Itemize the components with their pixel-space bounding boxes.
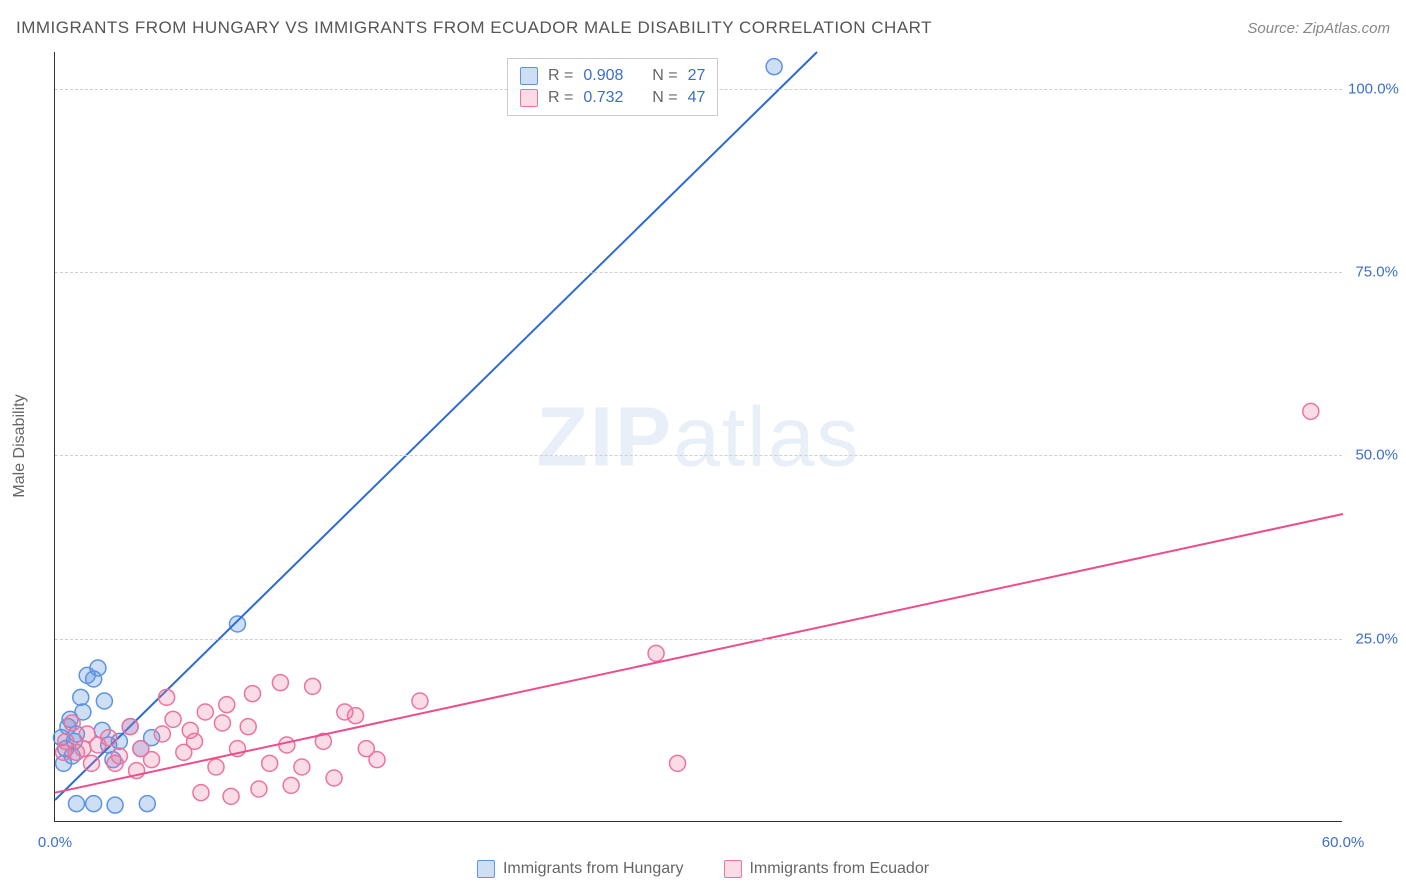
scatter-point — [73, 689, 89, 705]
y-axis-label: Male Disability — [11, 394, 29, 497]
y-tick-label: 25.0% — [1348, 630, 1398, 647]
scatter-point — [68, 796, 84, 812]
scatter-point — [229, 616, 245, 632]
scatter-point — [122, 719, 138, 735]
legend-swatch — [520, 89, 538, 107]
legend-series-label: Immigrants from Ecuador — [749, 860, 929, 878]
scatter-point — [214, 715, 230, 731]
scatter-point — [670, 755, 686, 771]
legend-series-label: Immigrants from Hungary — [503, 860, 684, 878]
legend-swatch — [477, 860, 495, 878]
correlation-legend: R = 0.908 N = 27R = 0.732 N = 47 — [507, 58, 718, 116]
scatter-point — [262, 755, 278, 771]
scatter-point — [90, 660, 106, 676]
scatter-point — [107, 797, 123, 813]
scatter-point — [107, 755, 123, 771]
scatter-point — [412, 693, 428, 709]
scatter-point — [219, 697, 235, 713]
scatter-point — [279, 737, 295, 753]
scatter-point — [139, 796, 155, 812]
gridline — [55, 639, 1342, 640]
legend-swatch — [520, 67, 538, 85]
scatter-point — [766, 59, 782, 75]
correlation-legend-row: R = 0.908 N = 27 — [520, 65, 705, 87]
x-tick-label: 0.0% — [38, 834, 72, 851]
legend-item: Immigrants from Ecuador — [723, 860, 929, 878]
plot-svg — [55, 52, 1342, 821]
scatter-point — [294, 759, 310, 775]
scatter-point — [197, 704, 213, 720]
legend-r-label: R = — [548, 67, 573, 85]
scatter-point — [1303, 403, 1319, 419]
trend-line — [55, 514, 1343, 793]
correlation-legend-row: R = 0.732 N = 47 — [520, 87, 705, 109]
scatter-point — [165, 711, 181, 727]
scatter-point — [240, 719, 256, 735]
plot-area: ZIPatlas 25.0%50.0%75.0%100.0%0.0%60.0%R… — [54, 52, 1342, 822]
scatter-point — [86, 796, 102, 812]
legend-n-value: 27 — [688, 67, 706, 85]
legend-r-label: R = — [548, 89, 573, 107]
x-tick-label: 60.0% — [1322, 834, 1365, 851]
legend-swatch — [723, 860, 741, 878]
scatter-point — [223, 788, 239, 804]
chart-title: IMMIGRANTS FROM HUNGARY VS IMMIGRANTS FR… — [16, 18, 932, 38]
y-tick-label: 50.0% — [1348, 447, 1398, 464]
legend-n-label: N = — [652, 89, 677, 107]
scatter-point — [193, 785, 209, 801]
legend-n-label: N = — [652, 67, 677, 85]
scatter-point — [272, 675, 288, 691]
source-link[interactable]: ZipAtlas.com — [1303, 20, 1390, 37]
gridline — [55, 455, 1342, 456]
y-tick-label: 75.0% — [1348, 264, 1398, 281]
trend-line — [55, 52, 817, 800]
scatter-point — [75, 741, 91, 757]
scatter-point — [326, 770, 342, 786]
scatter-point — [251, 781, 267, 797]
scatter-point — [64, 715, 80, 731]
scatter-point — [283, 777, 299, 793]
scatter-point — [56, 744, 72, 760]
legend-r-value: 0.908 — [583, 67, 623, 85]
y-tick-label: 100.0% — [1348, 80, 1398, 97]
scatter-point — [648, 645, 664, 661]
scatter-point — [83, 755, 99, 771]
scatter-point — [305, 678, 321, 694]
scatter-point — [159, 689, 175, 705]
scatter-point — [358, 741, 374, 757]
scatter-point — [208, 759, 224, 775]
header: IMMIGRANTS FROM HUNGARY VS IMMIGRANTS FR… — [16, 18, 1390, 38]
source-label: Source: — [1247, 20, 1299, 37]
scatter-point — [337, 704, 353, 720]
scatter-point — [244, 686, 260, 702]
gridline — [55, 272, 1342, 273]
legend-r-value: 0.732 — [583, 89, 623, 107]
legend-bottom: Immigrants from Hungary Immigrants from E… — [477, 860, 929, 878]
source-attribution: Source: ZipAtlas.com — [1247, 20, 1390, 37]
legend-n-value: 47 — [688, 89, 706, 107]
scatter-point — [101, 730, 117, 746]
legend-item: Immigrants from Hungary — [477, 860, 684, 878]
scatter-point — [96, 693, 112, 709]
scatter-point — [144, 752, 160, 768]
scatter-point — [182, 722, 198, 738]
scatter-point — [154, 726, 170, 742]
